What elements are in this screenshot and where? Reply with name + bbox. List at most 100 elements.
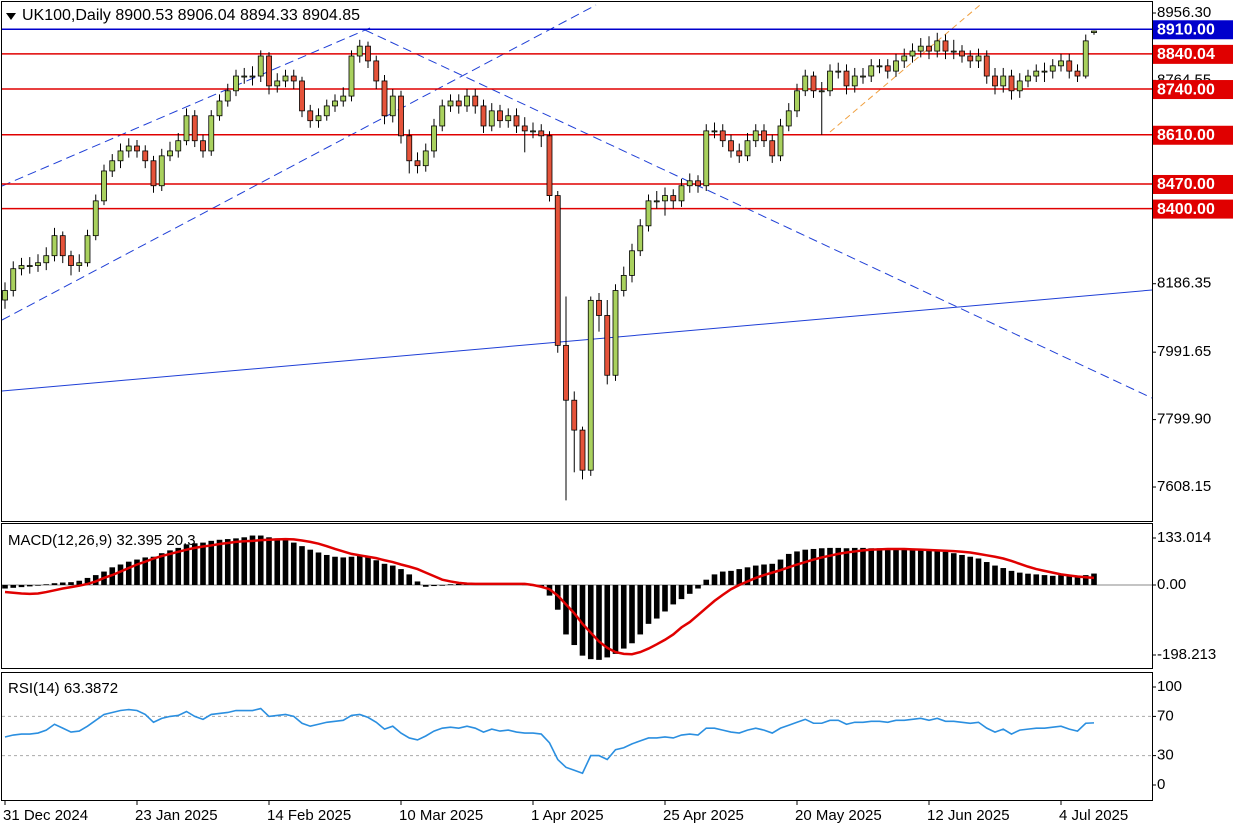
macd-bar xyxy=(142,557,149,585)
macd-bar xyxy=(695,584,701,589)
macd-bar xyxy=(686,584,693,594)
candle-body xyxy=(579,429,586,471)
candle-body xyxy=(92,200,99,237)
macd-bar xyxy=(769,563,776,585)
y-tick-label: 7991.65 xyxy=(1157,343,1211,360)
candle-body xyxy=(563,344,569,401)
candle-body xyxy=(35,262,41,266)
macd-bar xyxy=(323,554,330,585)
candle-body xyxy=(241,75,248,78)
macd-bar xyxy=(117,564,124,585)
macd-bar xyxy=(167,550,173,585)
candle-body xyxy=(1000,75,1007,87)
candle-body xyxy=(942,40,949,52)
macd-bar xyxy=(455,583,462,585)
macd-bar xyxy=(439,584,446,586)
macd-panel-frame xyxy=(1,523,1153,669)
candle-body xyxy=(472,95,479,107)
y-tick-label: 30 xyxy=(1157,747,1174,764)
candle-body xyxy=(893,60,899,72)
macd-bar xyxy=(959,554,965,585)
candle-body xyxy=(340,95,347,102)
y-tick-label: 0.00 xyxy=(1157,576,1186,593)
candle-body xyxy=(282,75,289,82)
macd-bar xyxy=(909,548,916,585)
candle-body xyxy=(967,55,974,62)
macd-bar xyxy=(1049,575,1056,585)
signal-line xyxy=(4,537,1095,656)
candle-body xyxy=(794,90,800,112)
candle-body xyxy=(431,125,437,152)
candle-body xyxy=(587,299,594,471)
y-tick-label: 7799.90 xyxy=(1157,411,1211,428)
macd-bar xyxy=(1016,572,1023,585)
candle-body xyxy=(158,155,165,187)
macd-bar xyxy=(208,540,215,585)
macd-bar xyxy=(92,575,99,585)
candle-body xyxy=(1058,60,1064,67)
macd-bar xyxy=(876,548,883,585)
y-tick-label: 100 xyxy=(1157,678,1182,695)
y-tick-label: 7608.15 xyxy=(1157,478,1211,495)
level-label: 8740.00 xyxy=(1157,81,1215,98)
candle-body xyxy=(1091,30,1097,33)
candle-body xyxy=(414,160,421,167)
candle-body xyxy=(868,65,875,77)
macd-bar xyxy=(942,551,949,585)
macd-bar xyxy=(398,569,404,585)
level-label: 8610.00 xyxy=(1157,127,1215,144)
candle-body xyxy=(959,50,965,57)
candle-body xyxy=(307,110,314,122)
macd-bar xyxy=(175,547,182,585)
macd-bar xyxy=(59,582,66,585)
panel-title: MACD(12,26,9) 32.395 20.3 xyxy=(8,532,196,549)
candle-body xyxy=(464,95,470,107)
panel-title: RSI(14) 63.3872 xyxy=(8,680,118,697)
candle-body xyxy=(703,130,710,187)
candle-body xyxy=(323,105,330,117)
candle-body xyxy=(1016,80,1023,92)
macd-bar xyxy=(389,565,396,585)
macd-bar xyxy=(373,560,380,585)
candle-body xyxy=(76,262,83,266)
candle-body xyxy=(785,110,792,127)
macd-bar xyxy=(43,584,50,585)
candle-body xyxy=(950,50,957,53)
candle-body xyxy=(926,45,932,52)
candle-body xyxy=(653,200,660,203)
macd-bar xyxy=(1066,576,1073,585)
y-tick-label: 133.014 xyxy=(1157,529,1211,546)
macd-bar xyxy=(315,552,322,585)
level-label: 8400.00 xyxy=(1157,201,1215,218)
candle-body xyxy=(744,140,751,157)
candle-body xyxy=(521,125,528,132)
macd-bar xyxy=(843,548,850,585)
macd-bar xyxy=(950,553,957,585)
macd-bar xyxy=(299,546,305,585)
candle-body xyxy=(554,195,561,346)
macd-bar xyxy=(1082,575,1089,585)
candle-body xyxy=(117,150,124,162)
macd-bar xyxy=(794,551,800,585)
candle-body xyxy=(488,110,495,127)
y-tick-label: 8186.35 xyxy=(1157,275,1211,292)
macd-bar xyxy=(752,565,759,585)
level-label-box xyxy=(1153,20,1233,40)
macd-bar xyxy=(183,544,190,585)
macd-bar xyxy=(777,559,784,585)
candle-body xyxy=(546,135,553,196)
candle-body xyxy=(439,105,446,127)
macd-bar xyxy=(736,569,743,585)
candle-body xyxy=(365,45,371,62)
candle-body xyxy=(299,80,305,112)
x-tick-label: 31 Dec 2024 xyxy=(3,807,88,824)
macd-bar xyxy=(818,548,825,585)
macd-bar xyxy=(158,553,165,585)
y-tick-label: 70 xyxy=(1157,707,1174,724)
candle-body xyxy=(406,135,413,162)
candle-body xyxy=(381,80,388,117)
candle-body xyxy=(167,150,173,157)
candle-body xyxy=(356,45,363,57)
candle-body xyxy=(1025,75,1031,82)
